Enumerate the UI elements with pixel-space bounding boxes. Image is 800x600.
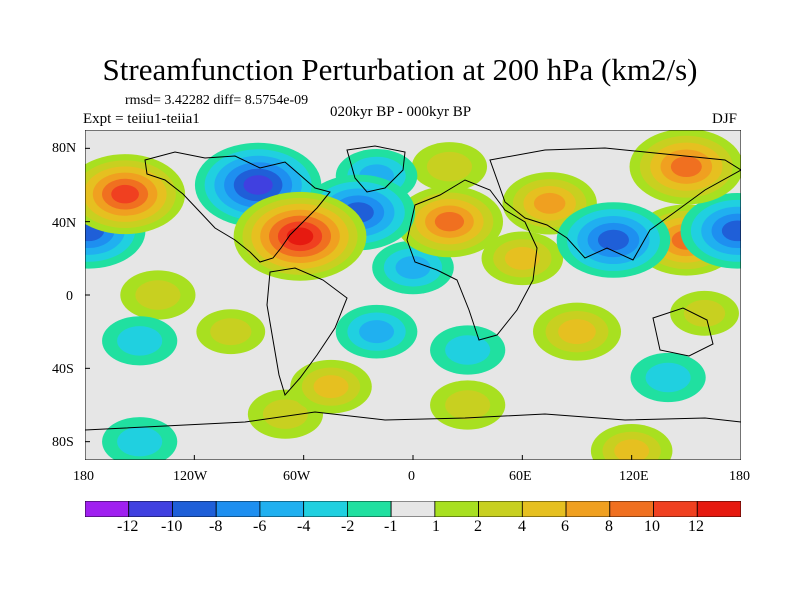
- lon-label-120e: 120E: [619, 469, 649, 484]
- greenland-coast: [346, 145, 406, 193]
- colorbar-label: 10: [644, 518, 660, 535]
- lon-label-60e: 60E: [509, 469, 532, 484]
- colorbar-cell: [346, 501, 392, 517]
- colorbar-label: -6: [253, 518, 267, 535]
- colorbar-cell: [696, 501, 741, 517]
- lat-label-80n: 80N: [52, 141, 77, 156]
- colorbar: [85, 501, 741, 517]
- lat-label-40s: 40S: [52, 362, 74, 377]
- contour-blob: [645, 362, 691, 393]
- colorbar-label: -1: [384, 518, 398, 535]
- axis-ticks: [85, 147, 741, 460]
- lat-label-80s: 80S: [52, 435, 74, 450]
- south-america-coast: [266, 267, 348, 397]
- colorbar-label: 4: [518, 518, 526, 535]
- streamfunction-map: [85, 130, 741, 460]
- contour-blob: [445, 335, 491, 365]
- antarctica-coast: [85, 411, 741, 431]
- colorbar-cell: [85, 501, 130, 517]
- period-label: 020kyr BP - 000kyr BP: [330, 104, 472, 120]
- stats-label: rmsd= 3.42282 diff= 8.5754e-09: [125, 93, 309, 108]
- lon-label-0: 0: [408, 469, 415, 484]
- coastlines: [85, 145, 741, 431]
- contour-blob: [243, 175, 273, 195]
- season-label: DJF: [712, 111, 738, 127]
- colorbar-cell: [172, 501, 217, 517]
- colorbar-cell: [653, 501, 698, 517]
- colorbar-cell: [521, 501, 567, 517]
- colorbar-label: -10: [161, 518, 183, 535]
- africa-europe-coast: [406, 179, 538, 341]
- colorbar-cell: [215, 501, 261, 517]
- colorbar-cell: [609, 501, 654, 517]
- contour-blob: [210, 318, 252, 346]
- contour-blob: [395, 256, 431, 279]
- contour-blob: [135, 280, 181, 310]
- contour-blob: [683, 299, 726, 327]
- lon-label-180w: 180: [73, 469, 94, 484]
- australia-coast: [652, 307, 714, 357]
- colorbar-label: 8: [605, 518, 613, 535]
- colorbar-label: -12: [117, 518, 139, 535]
- colorbar-label: 2: [474, 518, 482, 535]
- contour-field: [85, 130, 741, 460]
- colorbar-cells: [85, 501, 741, 517]
- colorbar-cell: [434, 501, 480, 517]
- north-america-coast: [144, 151, 331, 263]
- colorbar-label: -2: [341, 518, 355, 535]
- lon-label-120w: 120W: [173, 469, 208, 484]
- colorbar-label: 1: [432, 518, 440, 535]
- contour-blob: [670, 156, 702, 177]
- contour-blob: [597, 229, 629, 251]
- contour-blob: [614, 439, 650, 460]
- lon-label-180e: 180: [729, 469, 750, 484]
- lat-label-40n: 40N: [52, 216, 77, 231]
- contour-blob: [117, 426, 163, 457]
- contour-blob: [445, 390, 491, 420]
- colorbar-cell: [128, 501, 173, 517]
- contour-blob: [313, 375, 349, 399]
- contour-blob: [111, 184, 139, 204]
- colorbar-cell: [478, 501, 523, 517]
- colorbar-cell: [565, 501, 611, 517]
- experiment-label: Expt = teiiu1-teiia1: [83, 111, 200, 127]
- colorbar-cell: [259, 501, 305, 517]
- contour-blob: [558, 319, 596, 345]
- colorbar-cell: [390, 501, 436, 517]
- contour-blob: [117, 326, 163, 356]
- colorbar-label: -4: [297, 518, 311, 535]
- lat-label-0: 0: [66, 289, 73, 304]
- colorbar-label: 6: [561, 518, 569, 535]
- contour-blob: [504, 246, 540, 270]
- contour-blob: [262, 399, 309, 429]
- contour-blob: [286, 227, 314, 246]
- contour-blob: [426, 151, 473, 182]
- colorbar-label: -8: [209, 518, 223, 535]
- contour-blob: [359, 320, 395, 344]
- contour-blob: [434, 211, 465, 232]
- colorbar-cell: [303, 501, 348, 517]
- lon-label-60w: 60W: [283, 469, 311, 484]
- chart-title: Streamfunction Perturbation at 200 hPa (…: [102, 52, 698, 87]
- contour-blob: [533, 192, 566, 214]
- contour-blob: [721, 220, 741, 242]
- colorbar-label: 12: [688, 518, 704, 535]
- asia-coast: [489, 147, 741, 261]
